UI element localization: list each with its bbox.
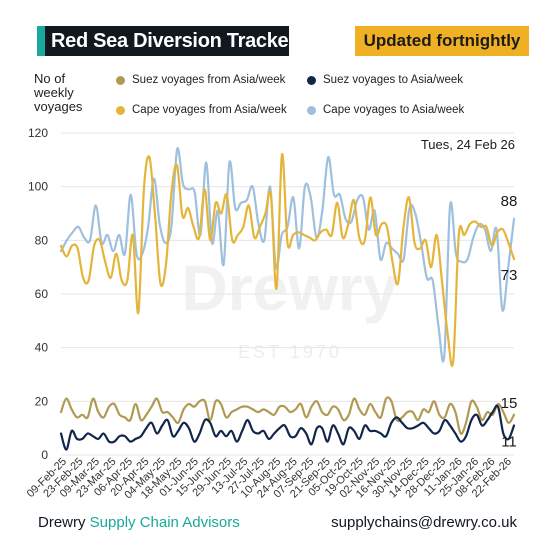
- legend-label-suez-from-asia: Suez voyages from Asia/week: [132, 74, 286, 86]
- legend-swatch-cape-from-asia: [116, 105, 125, 115]
- series-line-suez_from_asia: [59, 396, 516, 435]
- footer-company: Drewry Supply Chain Advisors: [38, 514, 240, 531]
- legend-label-suez-to-asia: Suez voyages to Asia/week: [323, 74, 463, 86]
- footer-division-name: Supply Chain Advisors: [89, 514, 240, 531]
- footer-company-name: Drewry: [38, 514, 86, 531]
- y-tick-label: 60: [35, 287, 49, 301]
- end-label-cape_to_asia: 88: [501, 193, 518, 210]
- y-tick-label: 20: [35, 394, 49, 408]
- update-frequency-label: Updated fortnightly: [363, 31, 521, 50]
- footer-email[interactable]: supplychains@drewry.co.uk: [331, 514, 517, 531]
- y-axis-label: No of weekly voyages: [34, 71, 83, 114]
- title-accent-bar: [37, 26, 45, 56]
- series-lines: [59, 147, 516, 451]
- legend-item-cape-to-asia: Cape voyages to Asia/week: [307, 104, 464, 116]
- end-label-cape_from_asia: 73: [501, 267, 518, 284]
- end-label-suez_from_asia: 15: [501, 395, 518, 412]
- chart-title: Red Sea Diversion Tracker: [51, 29, 296, 52]
- y-tick-labels: 0 20 40 60 80 100 120: [28, 126, 48, 462]
- legend-swatch-cape-to-asia: [307, 105, 316, 115]
- y-tick-label: 40: [35, 341, 49, 355]
- y-tick-label: 80: [35, 233, 49, 247]
- series-line-cape_to_asia: [59, 147, 516, 363]
- update-frequency-badge: Updated fortnightly: [355, 26, 529, 56]
- y-tick-label: 100: [28, 180, 48, 194]
- legend-swatch-suez-to-asia: [307, 75, 316, 85]
- x-tick-labels: 09-Feb-2523-Feb-2509-Mar-2523-Mar-2506-A…: [25, 456, 514, 502]
- legend-item-cape-from-asia: Cape voyages from Asia/week: [116, 104, 287, 116]
- y-tick-label: 120: [28, 126, 48, 140]
- series-line-suez_to_asia: [59, 404, 516, 451]
- legend-label-cape-to-asia: Cape voyages to Asia/week: [323, 104, 465, 116]
- legend-swatch-suez-from-asia: [116, 75, 125, 85]
- end-label-suez_to_asia: 11: [501, 433, 517, 450]
- data-date-label: Tues, 24 Feb 26: [420, 137, 515, 152]
- legend-item-suez-from-asia: Suez voyages from Asia/week: [116, 74, 285, 86]
- legend-item-suez-to-asia: Suez voyages to Asia/week: [307, 74, 463, 86]
- y-tick-label: 0: [41, 448, 48, 462]
- title-banner: Red Sea Diversion Tracker: [37, 26, 296, 56]
- y-axis-label-text: No of weekly voyages: [34, 71, 83, 114]
- legend-label-cape-from-asia: Cape voyages from Asia/week: [132, 104, 287, 116]
- end-value-labels: 88 73 15 11: [501, 193, 518, 451]
- series-line-cape_from_asia: [59, 153, 516, 367]
